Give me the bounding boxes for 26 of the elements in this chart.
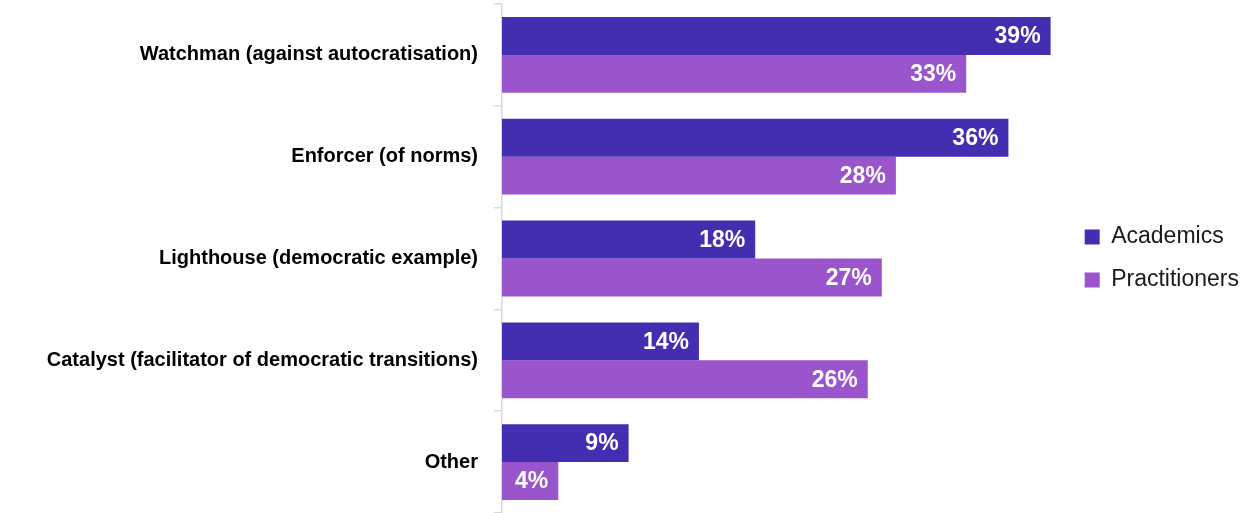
data-label: 9% xyxy=(585,429,619,456)
y-tick-label: Other xyxy=(424,449,479,472)
bar xyxy=(502,220,756,259)
data-label: 28% xyxy=(839,162,886,188)
bar xyxy=(502,322,699,361)
y-tick-label: Enforcer (of norms) xyxy=(291,144,478,167)
data-label: 36% xyxy=(952,124,999,151)
legend-label: Academics xyxy=(1111,222,1224,249)
data-label: 14% xyxy=(642,327,689,354)
bar xyxy=(502,424,629,463)
bar xyxy=(502,360,868,399)
bar xyxy=(502,54,967,93)
data-label: 26% xyxy=(811,365,858,392)
bar xyxy=(502,16,1051,55)
data-label: 33% xyxy=(910,60,957,87)
bar xyxy=(502,258,882,297)
y-tick-label: Catalyst (facilitator of democratic transitions) xyxy=(46,347,478,370)
data-label: 39% xyxy=(994,22,1041,49)
legend-label: Practitioners xyxy=(1111,265,1239,292)
bar xyxy=(502,118,1009,157)
data-label: 27% xyxy=(825,263,872,290)
bar xyxy=(502,156,896,195)
y-tick-label: Lighthouse (democratic example) xyxy=(159,246,478,269)
data-label: 18% xyxy=(699,225,746,252)
y-tick-label: Watchman (against autocratisation) xyxy=(139,42,478,65)
data-label: 4% xyxy=(515,467,549,494)
